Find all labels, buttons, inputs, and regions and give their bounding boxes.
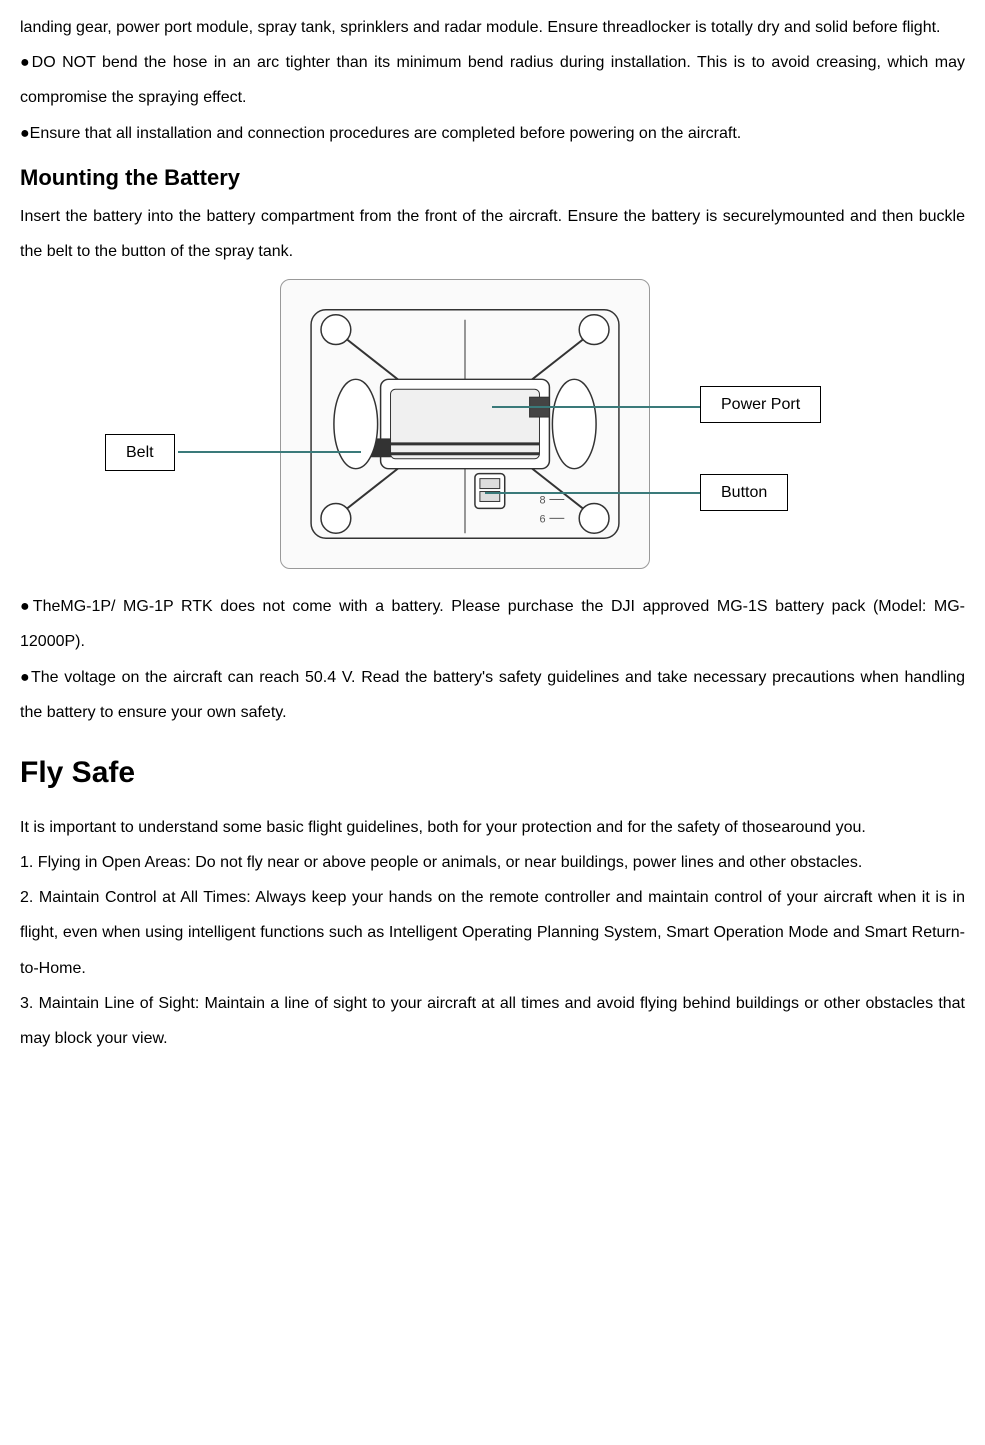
button-connector-line <box>485 492 700 494</box>
fly-safe-item-3: 3. Maintain Line of Sight: Maintain a li… <box>20 986 965 1056</box>
svg-text:8: 8 <box>539 495 545 507</box>
mounting-para-3: ●The voltage on the aircraft can reach 5… <box>20 660 965 730</box>
fly-safe-item-1: 1. Flying in Open Areas: Do not fly near… <box>20 845 965 880</box>
intro-para-3: ●Ensure that all installation and connec… <box>20 116 965 151</box>
fly-safe-para-1: It is important to understand some basic… <box>20 810 965 845</box>
aircraft-illustration: 8 6 <box>280 279 650 569</box>
intro-para-2: ●DO NOT bend the hose in an arc tighter … <box>20 45 965 115</box>
svg-text:6: 6 <box>539 513 545 525</box>
button-label: Button <box>700 474 788 511</box>
fly-safe-item-2: 2. Maintain Control at All Times: Always… <box>20 880 965 986</box>
power-port-label: Power Port <box>700 386 821 423</box>
belt-connector-line <box>178 451 361 453</box>
power-port-connector-line <box>492 406 700 408</box>
battery-diagram: 8 6 Belt Power Port Button <box>20 279 965 579</box>
fly-safe-heading: Fly Safe <box>20 750 965 795</box>
mounting-heading: Mounting the Battery <box>20 161 965 194</box>
aircraft-svg: 8 6 <box>281 280 649 568</box>
belt-label: Belt <box>105 434 175 471</box>
mounting-para-1: Insert the battery into the battery comp… <box>20 199 965 269</box>
intro-para-1: landing gear, power port module, spray t… <box>20 10 965 45</box>
mounting-para-2: ●TheMG-1P/ MG-1P RTK does not come with … <box>20 589 965 659</box>
